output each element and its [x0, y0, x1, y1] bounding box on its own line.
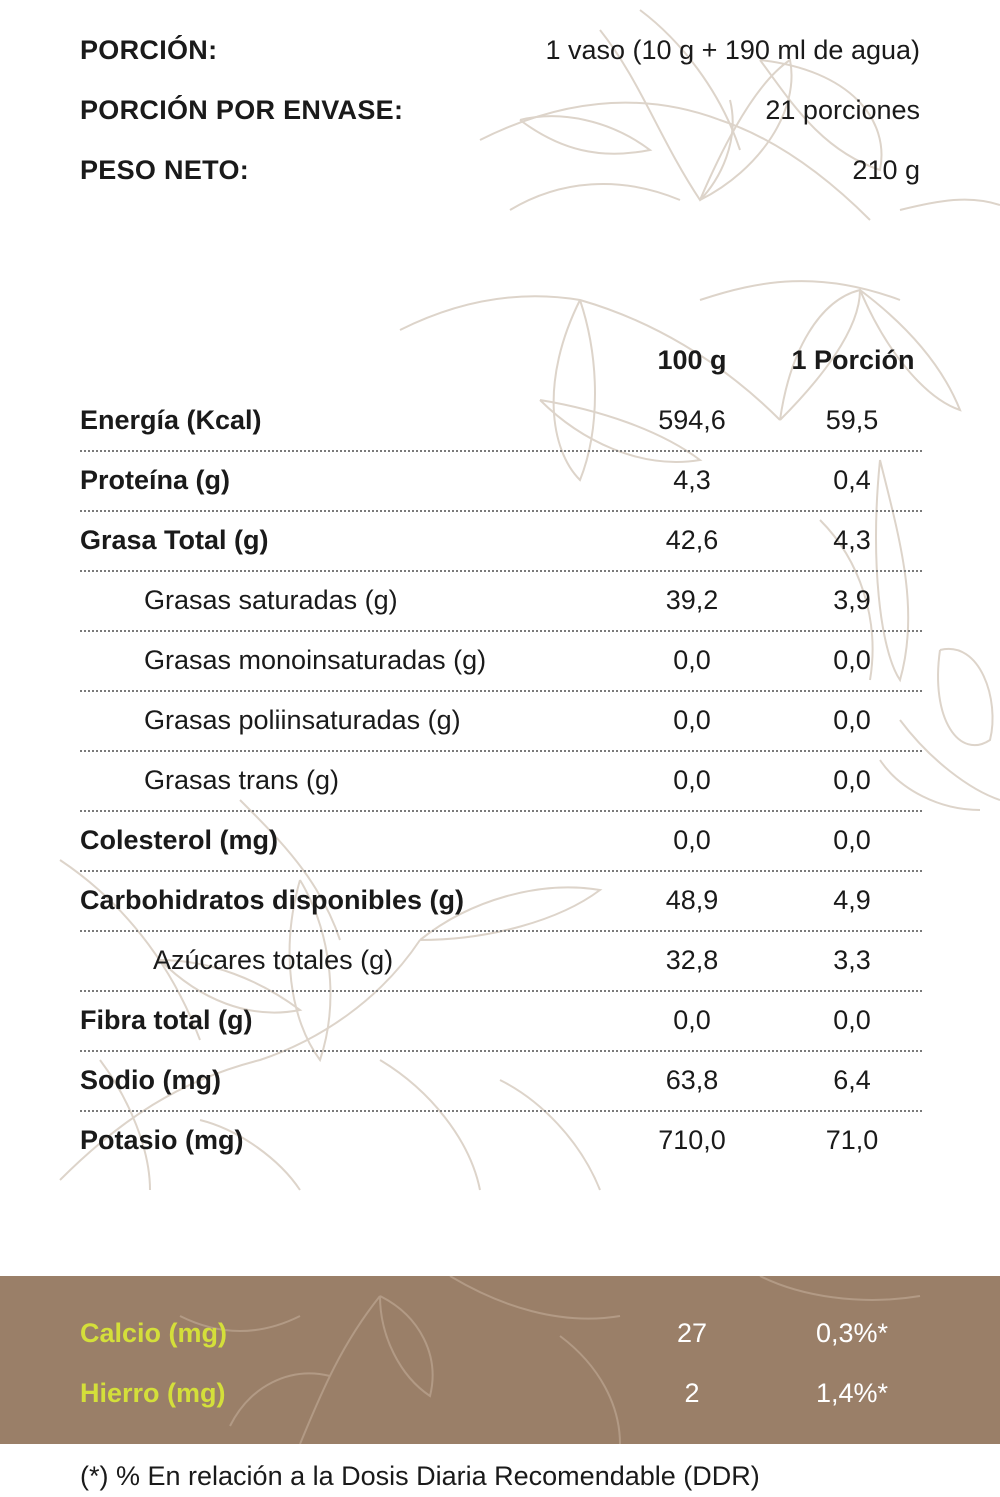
- row-value-100g: 0,0: [673, 1005, 711, 1035]
- row-value-portion: 0,0: [833, 1005, 871, 1035]
- row-value-100g: 0,0: [673, 825, 711, 855]
- row-value-100g: 0,0: [673, 645, 711, 675]
- row-label: Colesterol (mg): [80, 825, 279, 855]
- row-value-portion: 71,0: [825, 1125, 879, 1155]
- column-header-100g: 100 g: [657, 344, 727, 375]
- row-label: Sodio (mg): [80, 1065, 221, 1095]
- table-row-total-sugars: Azúcares totales (g) 32,8 3,3: [80, 932, 922, 992]
- row-value-100g: 48,9: [665, 885, 719, 915]
- row-value-100g: 4,3: [673, 465, 711, 495]
- table-row-fiber: Fibra total (g) 0,0 0,0: [80, 992, 922, 1052]
- net-weight-value: 210 g: [852, 154, 920, 185]
- servings-per-container-label: PORCIÓN POR ENVASE:: [80, 94, 404, 125]
- row-label: Fibra total (g): [80, 1005, 253, 1035]
- row-value-portion: 59,5: [825, 405, 879, 435]
- mineral-label: Hierro (mg): [80, 1378, 226, 1408]
- row-value-portion: 3,3: [833, 945, 871, 975]
- table-row-sodium: Sodio (mg) 63,8 6,4: [80, 1052, 922, 1112]
- row-value-100g: 0,0: [673, 705, 711, 735]
- net-weight-row: PESO NETO: 210 g: [80, 150, 920, 190]
- row-label: Energía (Kcal): [80, 405, 262, 435]
- table-row-energy: Energía (Kcal) 594,6 59,5: [80, 392, 922, 452]
- row-value-portion: 0,0: [833, 705, 871, 735]
- mineral-percent: 0,3%*: [815, 1318, 889, 1348]
- row-value-portion: 0,0: [833, 765, 871, 795]
- row-value-100g: 63,8: [665, 1065, 719, 1095]
- serving-size-row: PORCIÓN: 1 vaso (10 g + 190 ml de agua): [80, 30, 920, 70]
- table-row-carbohydrates: Carbohidratos disponibles (g) 48,9 4,9: [80, 872, 922, 932]
- table-row-cholesterol: Colesterol (mg) 0,0 0,0: [80, 812, 922, 872]
- mineral-label: Calcio (mg): [80, 1318, 228, 1348]
- mineral-row-calcium: Calcio (mg) 27 0,3%*: [80, 1308, 922, 1358]
- minerals-band: Calcio (mg) 27 0,3%* Hierro (mg) 2 1,4%*: [0, 1276, 1000, 1444]
- row-label: Grasa Total (g): [80, 525, 269, 555]
- row-label: Grasas poliinsaturadas (g): [144, 705, 461, 735]
- table-row-saturated-fat: Grasas saturadas (g) 39,2 3,9: [80, 572, 922, 632]
- row-value-100g: 594,6: [658, 405, 726, 435]
- footnote: (*) % En relación a la Dosis Diaria Reco…: [80, 1461, 760, 1491]
- row-value-portion: 6,4: [833, 1065, 871, 1095]
- table-row-polyunsaturated-fat: Grasas poliinsaturadas (g) 0,0 0,0: [80, 692, 922, 752]
- row-value-100g: 42,6: [665, 525, 719, 555]
- row-value-100g: 710,0: [658, 1125, 726, 1155]
- table-row-protein: Proteína (g) 4,3 0,4: [80, 452, 922, 512]
- row-label: Grasas monoinsaturadas (g): [144, 645, 487, 675]
- column-header-portion: 1 Porción: [791, 344, 915, 375]
- row-value-portion: 0,4: [833, 465, 871, 495]
- row-label: Grasas trans (g): [144, 765, 340, 795]
- band-line-art: [179, 1276, 921, 1444]
- row-label: Potasio (mg): [80, 1125, 244, 1155]
- servings-per-container-row: PORCIÓN POR ENVASE: 21 porciones: [80, 90, 920, 130]
- row-value-100g: 39,2: [665, 585, 719, 615]
- row-label: Carbohidratos disponibles (g): [80, 885, 465, 915]
- table-row-trans-fat: Grasas trans (g) 0,0 0,0: [80, 752, 922, 812]
- servings-per-container-value: 21 porciones: [765, 94, 920, 125]
- row-value-portion: 0,0: [833, 825, 871, 855]
- table-row-monounsaturated-fat: Grasas monoinsaturadas (g) 0,0 0,0: [80, 632, 922, 692]
- row-value-portion: 3,9: [833, 585, 871, 615]
- table-row-total-fat: Grasa Total (g) 42,6 4,3: [80, 512, 922, 572]
- row-label: Proteína (g): [80, 465, 231, 495]
- row-label: Azúcares totales (g): [153, 945, 394, 975]
- row-value-100g: 0,0: [673, 765, 711, 795]
- row-value-portion: 4,9: [833, 885, 871, 915]
- serving-size-value: 1 vaso (10 g + 190 ml de agua): [545, 34, 921, 65]
- net-weight-label: PESO NETO:: [80, 154, 250, 185]
- serving-size-label: PORCIÓN:: [80, 34, 218, 65]
- mineral-value: 27: [676, 1318, 708, 1348]
- mineral-row-iron: Hierro (mg) 2 1,4%*: [80, 1368, 922, 1418]
- mineral-value: 2: [684, 1378, 700, 1408]
- row-label: Grasas saturadas (g): [144, 585, 398, 615]
- row-value-portion: 0,0: [833, 645, 871, 675]
- table-row-potassium: Potasio (mg) 710,0 71,0: [80, 1112, 922, 1172]
- row-value-portion: 4,3: [833, 525, 871, 555]
- row-value-100g: 32,8: [665, 945, 719, 975]
- mineral-percent: 1,4%*: [815, 1378, 889, 1408]
